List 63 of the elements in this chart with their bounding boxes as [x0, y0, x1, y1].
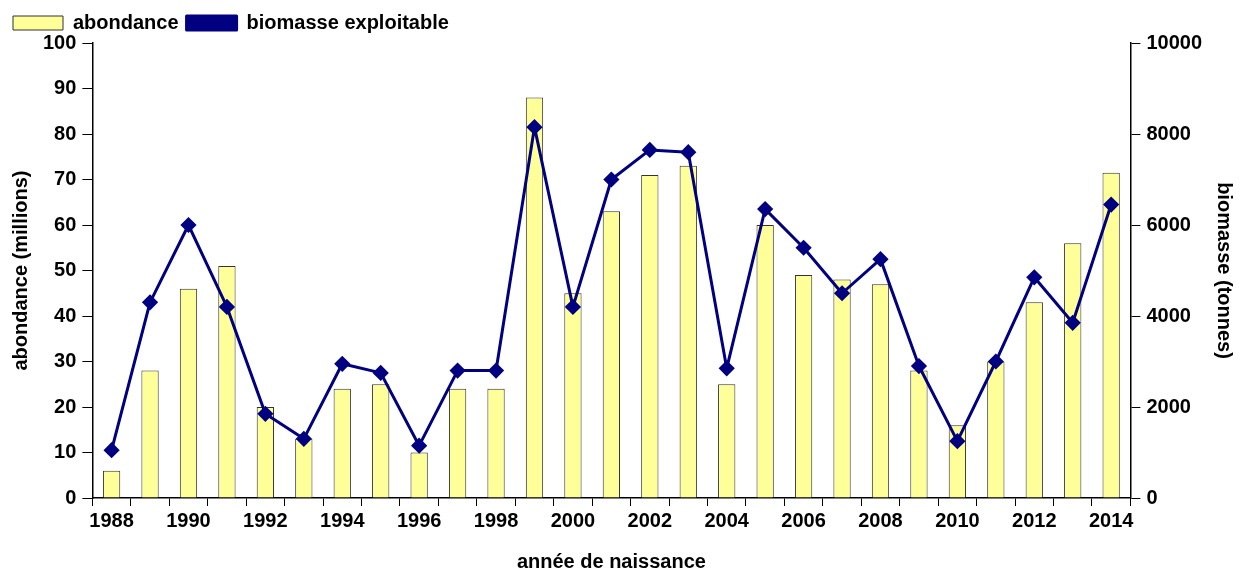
point — [872, 251, 888, 267]
x-tick-label: 1992 — [243, 508, 288, 531]
y2-tick-label: 0 — [1146, 485, 1158, 508]
point — [1065, 315, 1081, 331]
point — [142, 294, 158, 310]
point — [296, 431, 312, 447]
x-tick-label: 2014 — [1088, 508, 1135, 531]
legend-label: abondance — [73, 10, 179, 33]
point — [334, 356, 350, 372]
y2-tick-label: 10000 — [1146, 30, 1203, 53]
x-tick-label: 1990 — [166, 508, 211, 531]
point — [988, 354, 1004, 369]
point — [949, 433, 965, 449]
point — [180, 217, 196, 233]
point — [834, 285, 850, 301]
x-tick-label: 2012 — [1012, 508, 1057, 531]
x-tick-label: 2004 — [704, 508, 750, 531]
y-tick-label: 30 — [54, 349, 77, 372]
y-tick-label: 20 — [54, 394, 77, 417]
point — [526, 119, 542, 135]
y-axis-title: abondance (millions) — [8, 170, 31, 371]
point — [411, 438, 427, 454]
y-tick-label: 10 — [54, 440, 77, 463]
point — [450, 363, 466, 379]
point — [719, 360, 735, 376]
x-axis-title: année de naissance — [516, 549, 706, 572]
y2-tick-label: 8000 — [1146, 121, 1191, 144]
point — [642, 142, 658, 158]
y-tick-label: 90 — [54, 76, 77, 99]
x-tick-label: 2010 — [935, 508, 980, 531]
point — [1026, 269, 1042, 285]
point — [796, 240, 812, 256]
point — [488, 363, 504, 379]
y-tick-label: 70 — [54, 167, 77, 190]
x-tick-label: 2000 — [550, 508, 596, 531]
point — [603, 172, 619, 187]
y2-tick-label: 6000 — [1146, 212, 1191, 235]
y-tick-label: 60 — [54, 212, 77, 235]
point — [219, 299, 235, 315]
point — [373, 365, 389, 381]
x-tick-label: 1994 — [320, 508, 366, 531]
y-tick-label: 50 — [54, 258, 77, 281]
y2-tick-label: 4000 — [1146, 303, 1191, 326]
point — [757, 201, 773, 217]
point — [104, 442, 120, 458]
x-tick-label: 2002 — [627, 508, 673, 531]
x-tick-label: 1996 — [396, 508, 442, 531]
point — [680, 144, 696, 160]
point — [565, 299, 581, 315]
x-tick-label: 2008 — [858, 508, 903, 531]
point — [257, 406, 273, 422]
x-tick-label: 1988 — [89, 508, 134, 531]
x-tick-label: 2006 — [781, 508, 826, 531]
y-tick-label: 0 — [65, 485, 77, 508]
y2-axis-title: biomasse (tonnes) — [1214, 182, 1237, 359]
point — [911, 358, 927, 374]
y-tick-label: 40 — [54, 303, 77, 326]
y-tick-label: 80 — [54, 121, 77, 144]
y-tick-label: 100 — [42, 30, 77, 53]
legend-label: biomasse exploitable — [246, 10, 449, 33]
x-tick-label: 1998 — [473, 508, 519, 531]
point — [1103, 197, 1119, 213]
y2-tick-label: 2000 — [1146, 394, 1191, 417]
